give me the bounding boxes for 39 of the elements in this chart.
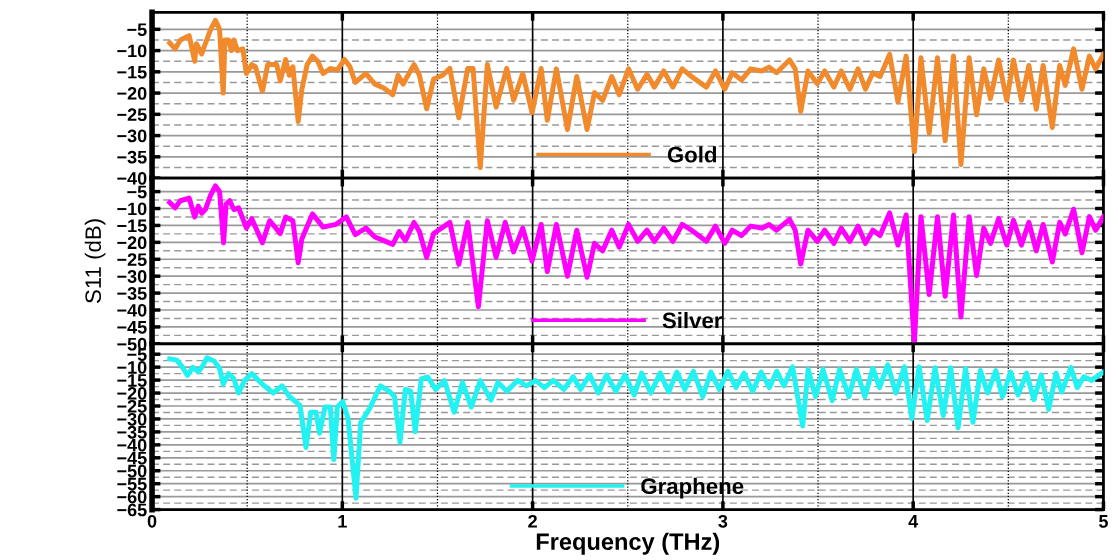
y-tick-label: −15 — [117, 219, 147, 233]
text: Gold — [667, 146, 717, 163]
y-tick-label: −30 — [117, 412, 147, 426]
y-tick-label: −5 — [127, 23, 147, 37]
y-tick-label: −65 — [117, 503, 147, 517]
y-tick-label: −30 — [117, 270, 147, 283]
x-tick-label: 3 — [718, 514, 728, 528]
y-tick-label: −10 — [117, 202, 147, 216]
y-tick-label: −20 — [117, 87, 147, 100]
x-tick-label: 4 — [908, 515, 919, 528]
y-tick-label: −50 — [117, 464, 147, 478]
y-tick-label: −20 — [117, 236, 147, 250]
x-tick-label: 2 — [528, 514, 537, 528]
y-tick-label: −15 — [117, 374, 147, 387]
y-tick-label: −25 — [117, 108, 147, 122]
y-tick-label: −35 — [117, 150, 147, 164]
y-tick-label: −40 — [117, 303, 147, 317]
y-tick-label: −10 — [117, 361, 147, 374]
y-tick-label: −15 — [117, 65, 147, 79]
y-tick-label: −10 — [117, 44, 147, 58]
y-tick-label: −40 — [117, 172, 147, 185]
x-axis-title: Frequency (THz) — [536, 532, 720, 555]
y-tick-label: −25 — [117, 253, 147, 266]
y-tick-label: −25 — [117, 399, 147, 413]
y-tick-label: −60 — [117, 490, 147, 504]
y-tick-label: −5 — [127, 185, 147, 199]
y-axis-title: S11 (dB) — [84, 219, 106, 303]
y-tick-label: −30 — [117, 129, 147, 143]
x-tick-label: 1 — [338, 515, 347, 528]
x-tick-label: 5 — [1099, 515, 1108, 528]
text: Silver — [662, 312, 723, 329]
y-tick-label: −55 — [117, 477, 147, 491]
y-tick-label: −45 — [117, 321, 147, 334]
x-tick-label: 0 — [147, 514, 157, 528]
y-tick-label: −35 — [117, 287, 147, 300]
y-tick-label: −20 — [117, 386, 147, 400]
y-tick-label: −40 — [117, 438, 147, 452]
y-tick-label: −45 — [117, 451, 147, 465]
y-tick-label: −35 — [117, 425, 147, 439]
